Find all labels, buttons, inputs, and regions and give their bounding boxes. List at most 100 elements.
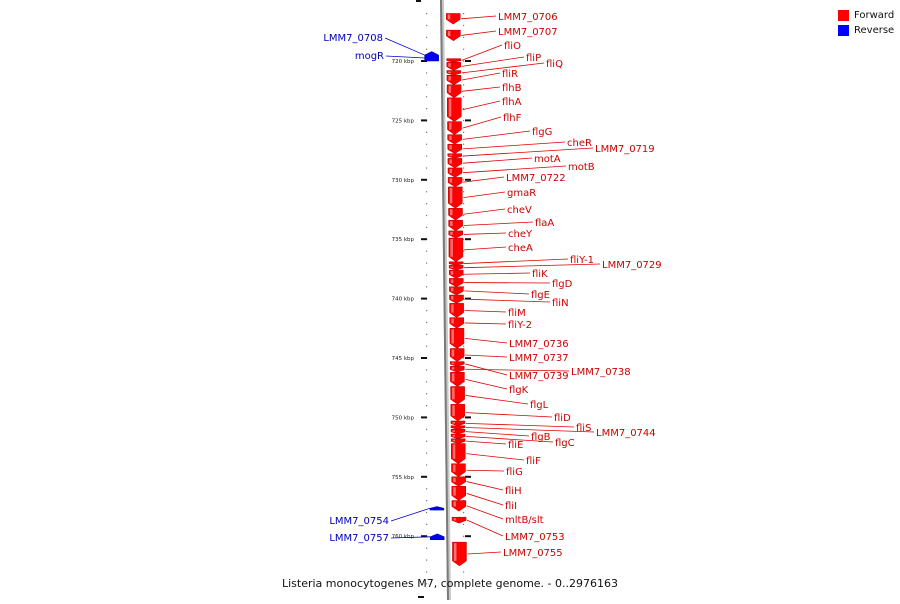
- ruler-dot-left: [426, 72, 427, 73]
- leader-flhb: [462, 87, 500, 91]
- forward-gene-shine: [452, 373, 455, 381]
- ruler-dot-right: [463, 524, 464, 525]
- gene-labels: LMM7_0706LMM7_0707fliOfliPfliQfliRflhBfl…: [323, 12, 661, 559]
- ruler-dot-left: [426, 310, 427, 311]
- tick-label: 740 kbp: [392, 297, 415, 303]
- major-tick-left: [421, 298, 427, 300]
- leader-chey: [464, 233, 506, 234]
- forward-gene-shine: [452, 422, 455, 424]
- major-tick-left: [421, 119, 427, 121]
- gene-label-mogr: mogR: [355, 51, 384, 62]
- tick-label: 735 kbp: [392, 237, 415, 243]
- major-tick-right: [465, 416, 471, 418]
- forward-gene-shine: [449, 99, 452, 117]
- forward-gene-shine: [451, 319, 454, 324]
- forward-gene-shine: [452, 405, 455, 416]
- leader-flha: [462, 101, 500, 110]
- gene-label-lmm7-0722: LMM7_0722: [506, 173, 566, 184]
- forward-gene-shine: [454, 543, 457, 561]
- leader-lmm7-0755: [467, 552, 501, 554]
- tick-label: 750 kbp: [392, 415, 415, 421]
- ruler-dot-left: [426, 215, 427, 216]
- forward-gene-lmm7-0744: [451, 426, 465, 430]
- leader-lmm7-0754: [391, 508, 430, 521]
- leader-lmm7-0708: [385, 38, 425, 55]
- leader-flgg: [463, 131, 530, 139]
- bottom-edge-tick: [418, 596, 424, 598]
- forward-gene-shine: [452, 388, 455, 400]
- leader-chea: [464, 247, 506, 250]
- forward-gene-shine: [450, 239, 453, 257]
- ruler-dot-right: [463, 239, 464, 240]
- major-tick-left: [421, 416, 427, 418]
- forward-gene-shine: [452, 367, 455, 369]
- forward-gene-fliy-1: [449, 262, 463, 266]
- major-tick-right: [465, 179, 471, 181]
- strand-legend: Forward Reverse: [838, 8, 894, 38]
- gene-label-flie: fliE: [508, 440, 523, 451]
- major-tick-right: [465, 357, 471, 359]
- forward-gene-shine: [450, 178, 453, 182]
- gene-label-flip: fliP: [526, 53, 541, 64]
- gene-label-fliy-2: fliY-2: [508, 320, 532, 331]
- ruler-dot-left: [426, 84, 427, 85]
- ruler-dot-right: [463, 179, 464, 180]
- gene-label-chea: cheA: [508, 243, 533, 254]
- top-edge-tick: [416, 0, 421, 2]
- genome-caption: Listeria monocytogenes M7, complete geno…: [0, 577, 900, 590]
- forward-gene-shine: [448, 76, 451, 80]
- leader-flhf: [462, 117, 501, 128]
- ruler-dot-right: [463, 251, 464, 252]
- ruler-dot-left: [426, 488, 427, 489]
- ruler-dot-right: [463, 512, 464, 513]
- forward-gene-shine: [452, 363, 455, 365]
- ruler-dot-right: [463, 132, 464, 133]
- ruler-dot-left: [426, 286, 427, 287]
- forward-gene-shine: [451, 271, 454, 275]
- ruler-dot-left: [426, 108, 427, 109]
- legend-forward-label: Forward: [854, 10, 894, 21]
- gene-label-lmm7-0737: LMM7_0737: [509, 353, 569, 364]
- ruler-dot-left: [426, 346, 427, 347]
- gene-label-chey: cheY: [508, 229, 533, 240]
- leader-flio: [462, 45, 502, 60]
- ruler-dot-right: [463, 61, 464, 62]
- ruler-dot-right: [463, 167, 464, 168]
- leader-cher: [463, 142, 565, 149]
- ruler-dot-left: [426, 559, 427, 560]
- leader-gmar: [463, 192, 505, 198]
- forward-gene-shine: [449, 86, 452, 93]
- forward-gene-shine: [449, 159, 452, 163]
- ruler-dot-left: [426, 274, 427, 275]
- ruler-dot-left: [426, 464, 427, 465]
- ruler-dot-left: [426, 334, 427, 335]
- leader-flir: [462, 73, 500, 80]
- tick-label: 745 kbp: [392, 356, 415, 362]
- leader-lmm7-0736: [465, 338, 507, 343]
- ruler-dot-left: [426, 96, 427, 97]
- leader-flgb: [466, 432, 529, 436]
- major-tick-left: [421, 476, 427, 478]
- ruler-dot-left: [426, 13, 427, 14]
- forward-gene-shine: [453, 502, 456, 507]
- ruler-dot-right: [463, 536, 464, 537]
- ruler-dot-right: [463, 13, 464, 14]
- forward-gene-shine: [453, 478, 456, 482]
- gene-label-flhf: flhF: [503, 113, 522, 124]
- leader-flie: [466, 441, 506, 444]
- forward-gene-shine: [449, 136, 452, 140]
- forward-gene-shine: [453, 465, 456, 472]
- gene-label-flis: fliS: [576, 423, 591, 434]
- major-tick-left: [421, 357, 427, 359]
- ruler-dot-left: [426, 524, 427, 525]
- tick-label: 720 kbp: [392, 59, 415, 65]
- gene-label-flim: fliM: [508, 308, 526, 319]
- forward-gene-shine: [453, 435, 456, 437]
- ruler-dot-left: [426, 49, 427, 50]
- gene-label-fliq: fliQ: [546, 59, 563, 70]
- forward-gene-shine: [451, 296, 454, 300]
- forward-gene-shine: [453, 487, 456, 495]
- forward-gene-shine: [451, 279, 454, 283]
